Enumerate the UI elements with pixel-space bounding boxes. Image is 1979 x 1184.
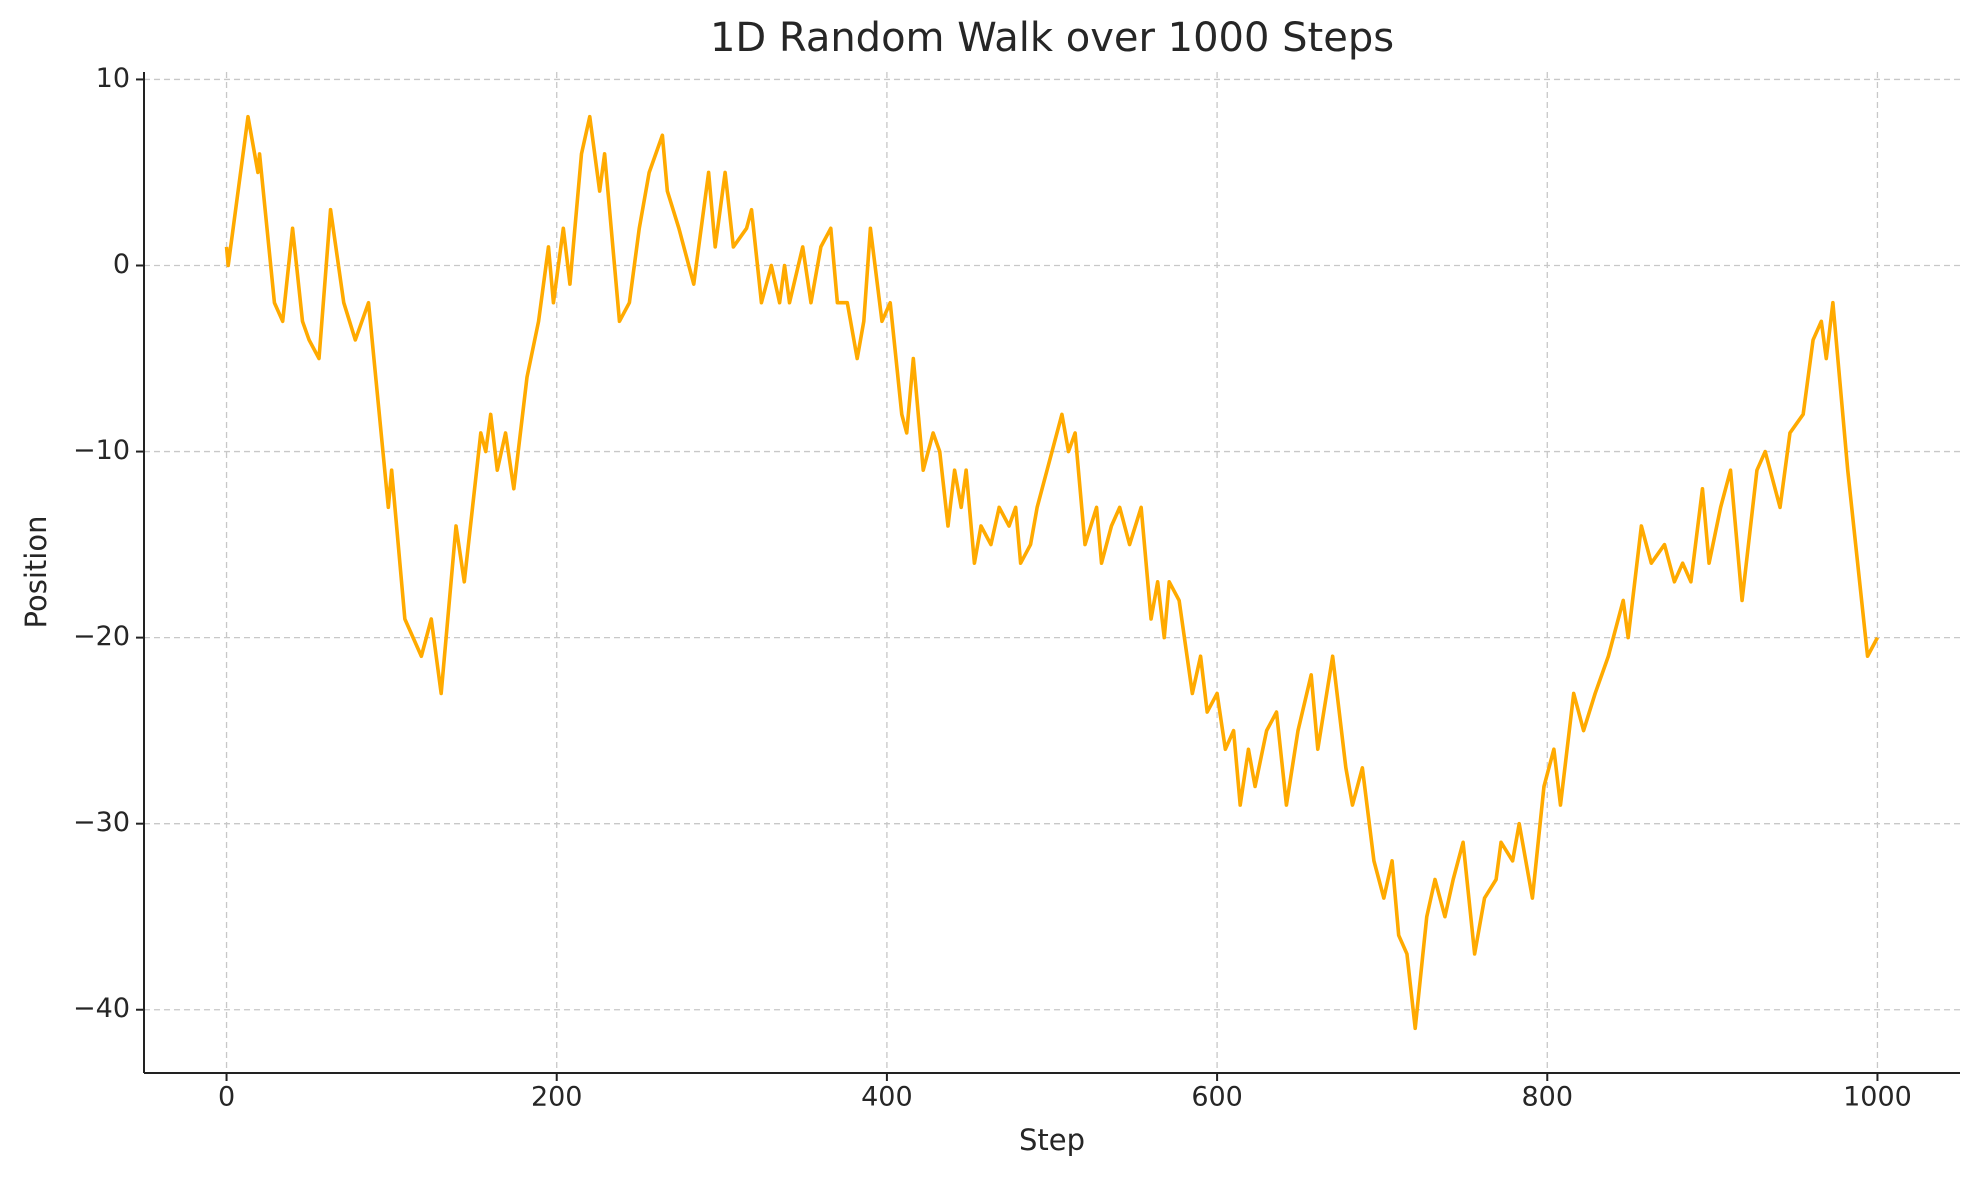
- y-tick-label: −40: [73, 993, 130, 1024]
- x-tick-label: 200: [531, 1082, 583, 1113]
- x-axis-label: Step: [1019, 1123, 1085, 1157]
- y-tick-label: 0: [113, 249, 130, 280]
- y-tick-label: −30: [73, 807, 130, 838]
- x-tick-label: 400: [861, 1082, 913, 1113]
- x-tick-label: 600: [1191, 1082, 1243, 1113]
- x-tick-label: 0: [218, 1082, 235, 1113]
- y-axis-label: Position: [19, 516, 53, 629]
- x-tick-label: 1000: [1843, 1082, 1912, 1113]
- plot-area: [224, 114, 1880, 1031]
- chart-title: 1D Random Walk over 1000 Steps: [710, 15, 1394, 61]
- y-tick-label: −10: [73, 435, 130, 466]
- x-tick-label: 800: [1521, 1082, 1573, 1113]
- y-tick-label: −20: [73, 621, 130, 652]
- data-line: [224, 114, 1880, 1031]
- y-tick-label: 10: [96, 63, 130, 94]
- grid: [144, 72, 1960, 1073]
